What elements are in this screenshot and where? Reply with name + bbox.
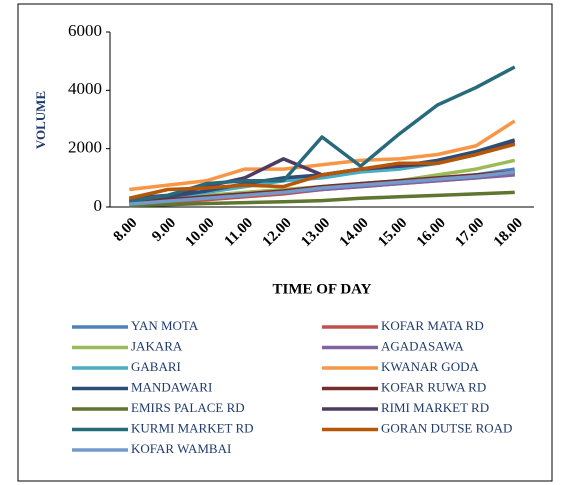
legend-label: KOFAR WAMBAI	[131, 441, 231, 456]
legend-label: AGADASAWA	[381, 338, 464, 353]
legend-label: GABARI	[131, 359, 181, 374]
x-axis-label: TIME OF DAY	[273, 281, 372, 297]
series-line	[129, 170, 515, 206]
chart-border	[17, 3, 553, 482]
legend-label: JAKARA	[131, 338, 183, 353]
series-line	[129, 119, 516, 192]
x-tick-label: 17.00	[452, 215, 487, 250]
x-tick-label: 10.00	[182, 215, 217, 250]
x-tick-label: 8.00	[111, 215, 141, 245]
x-tick-label: 16.00	[414, 215, 449, 250]
x-tick-label: 13.00	[298, 215, 333, 250]
legend-label: RIMI MARKET RD	[381, 400, 489, 415]
legend-label: YAN MOTA	[131, 318, 199, 333]
x-tick-label: 9.00	[149, 215, 179, 245]
x-tick-label: 15.00	[375, 215, 410, 250]
y-tick-label: 2000	[68, 138, 102, 157]
x-tick-label: 18.00	[491, 215, 526, 250]
legend-label: EMIRS PALACE RD	[131, 400, 245, 415]
y-axis-label: VOLUME	[33, 91, 48, 149]
y-tick-label: 4000	[68, 79, 102, 98]
series-line	[129, 190, 515, 208]
legend-label: GORAN DUTSE ROAD	[381, 420, 512, 435]
legend-label: KOFAR RUWA RD	[381, 379, 486, 394]
x-tick-label: 12.00	[260, 215, 295, 250]
legend-label: KURMI MARKET RD	[131, 420, 254, 435]
legend-label: KWANAR GODA	[381, 359, 479, 374]
y-tick-label: 6000	[68, 21, 102, 40]
y-tick-label: 0	[94, 196, 103, 215]
series-line	[128, 142, 516, 200]
legend-label: KOFAR MATA RD	[381, 318, 484, 333]
x-tick-label: 11.00	[222, 215, 257, 250]
legend-label: MANDAWARI	[131, 379, 212, 394]
x-tick-label: 14.00	[337, 215, 372, 250]
